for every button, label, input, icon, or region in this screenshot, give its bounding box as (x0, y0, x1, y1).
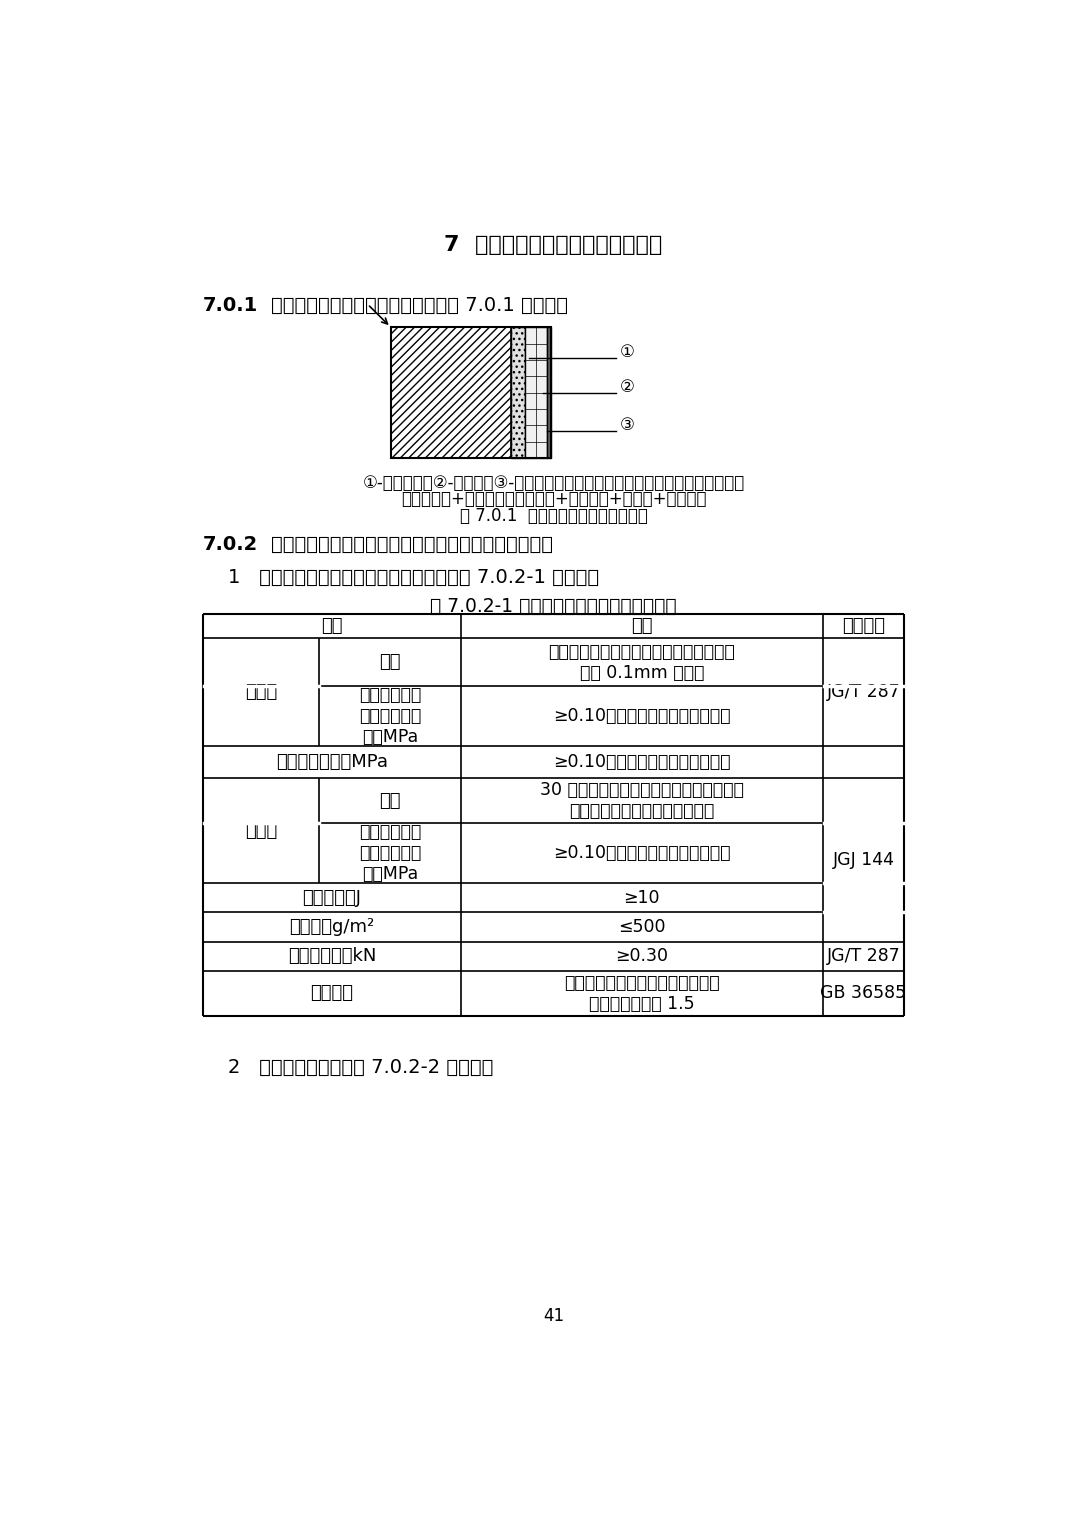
Text: 耐冻融: 耐冻融 (245, 822, 278, 840)
Text: ≥0.10，破坏界面应位于保温层内: ≥0.10，破坏界面应位于保温层内 (553, 844, 730, 863)
Bar (391, 327, 551, 458)
Text: 饰一体板）+专用锶栓及固定卡件+填缝材料+密封胶+排汽栓）: 饰一体板）+专用锶栓及固定卡件+填缝材料+密封胶+排汽栓） (401, 490, 706, 508)
Text: ≥0.10，破坏界面应位于保温层内: ≥0.10，破坏界面应位于保温层内 (553, 707, 730, 725)
Text: 1   保温装饰复合板外保温系统性能应符合表 7.0.2-1 的规定：: 1 保温装饰复合板外保温系统性能应符合表 7.0.2-1 的规定： (228, 568, 599, 586)
Text: 面板与保温材
料拉伸粘结强
度，MPa: 面板与保温材 料拉伸粘结强 度，MPa (359, 823, 421, 883)
Text: ②: ② (619, 377, 634, 395)
Text: 单点锚固力，kN: 单点锚固力，kN (287, 947, 376, 965)
Text: 保温装饰板外保温系统及材料的性能应符合下列规定：: 保温装饰板外保温系统及材料的性能应符合下列规定： (271, 534, 553, 554)
Text: 抗风荷载: 抗风荷载 (310, 985, 353, 1002)
Text: ≤500: ≤500 (618, 918, 665, 936)
Bar (525, 327, 546, 458)
Text: 7.0.2: 7.0.2 (203, 534, 258, 554)
Text: 2   复合板性能应符合表 7.0.2-2 的规定：: 2 复合板性能应符合表 7.0.2-2 的规定： (228, 1058, 494, 1077)
Text: 图 7.0.1  保温装饰板外保温系统构造: 图 7.0.1 保温装饰板外保温系统构造 (460, 507, 647, 525)
Text: 拉伸粘结强度，MPa: 拉伸粘结强度，MPa (275, 753, 388, 771)
Text: 吸水量，g/m²: 吸水量，g/m² (289, 918, 375, 936)
Text: 指标: 指标 (631, 617, 652, 635)
Text: 30 次冻融循环后面层表面无可渗水裂缝，
无粉化、空鼓、起泡、剥落现象: 30 次冻融循环后面层表面无可渗水裂缝， 无粉化、空鼓、起泡、剥落现象 (540, 782, 744, 820)
Text: 耐候性: 耐候性 (245, 683, 278, 701)
Text: ①: ① (619, 344, 634, 360)
Text: 保温装饰板外保温系统构造应符合图 7.0.1 的规定。: 保温装饰板外保温系统构造应符合图 7.0.1 的规定。 (271, 296, 568, 316)
Text: JG/T 287: JG/T 287 (826, 947, 901, 965)
Text: 项目: 项目 (321, 617, 342, 635)
Text: 41: 41 (543, 1307, 564, 1324)
Text: JG/T 287: JG/T 287 (826, 683, 901, 701)
Text: JGJ 144: JGJ 144 (833, 851, 894, 869)
Text: ≥0.10，破坏界面应位于保温层内: ≥0.10，破坏界面应位于保温层内 (553, 753, 730, 771)
Text: 7.0.1: 7.0.1 (203, 296, 258, 316)
Text: ≥10: ≥10 (623, 889, 660, 907)
Bar (511, 327, 525, 458)
Text: 试验方法: 试验方法 (842, 617, 885, 635)
Bar (391, 327, 511, 458)
Text: 抗冲击性，J: 抗冲击性，J (302, 889, 362, 907)
Text: GB 36585: GB 36585 (821, 985, 906, 1002)
Text: 表 7.0.2-1 保温装饰板外保温系统性能要求: 表 7.0.2-1 保温装饰板外保温系统性能要求 (430, 597, 677, 615)
Text: ≥0.30: ≥0.30 (616, 947, 669, 965)
Text: 面板与保温材
料拉伸粘结强
度，MPa: 面板与保温材 料拉伸粘结强 度，MPa (359, 686, 421, 745)
Text: 外观: 外观 (379, 654, 401, 672)
Text: 外观: 外观 (379, 793, 401, 809)
Text: ③: ③ (619, 415, 634, 434)
Text: ①-墙体基层；②-胶粘层；③-保温装饰层（保温装饰板（保温装饰复合板或保温装: ①-墙体基层；②-胶粘层；③-保温装饰层（保温装饰板（保温装饰复合板或保温装 (363, 473, 744, 492)
Bar (546, 327, 551, 458)
Text: 不小于工程项目的风荷载设计值，
安全系数不小于 1.5: 不小于工程项目的风荷载设计值， 安全系数不小于 1.5 (564, 974, 719, 1012)
Text: 7  保温装饰板外保温系统性能要求: 7 保温装饰板外保温系统性能要求 (444, 235, 663, 255)
Text: 无粉化、起鼓、起泡、脱落现象，无宽度
大于 0.1mm 的裂缝: 无粉化、起鼓、起泡、脱落现象，无宽度 大于 0.1mm 的裂缝 (549, 643, 735, 681)
